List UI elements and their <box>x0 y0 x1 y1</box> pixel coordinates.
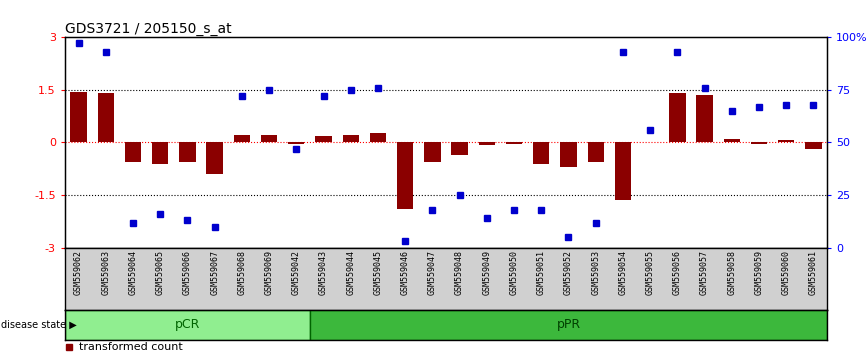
Bar <box>234 136 250 143</box>
Bar <box>724 139 740 143</box>
Bar <box>424 143 441 162</box>
Bar <box>288 143 305 144</box>
Bar <box>560 143 577 167</box>
Bar <box>696 95 713 143</box>
Bar <box>65 310 310 340</box>
Text: transformed count: transformed count <box>79 342 183 352</box>
Bar <box>479 143 495 145</box>
Bar <box>533 143 549 164</box>
Bar <box>206 143 223 174</box>
Bar <box>506 143 522 144</box>
Bar <box>152 143 168 164</box>
Bar <box>370 133 386 143</box>
Bar <box>587 143 604 162</box>
Text: pPR: pPR <box>556 318 580 331</box>
Text: GDS3721 / 205150_s_at: GDS3721 / 205150_s_at <box>65 22 231 36</box>
Bar <box>179 143 196 162</box>
Text: pCR: pCR <box>175 318 200 331</box>
Text: disease state ▶: disease state ▶ <box>1 320 76 330</box>
Bar <box>98 93 114 143</box>
Bar <box>125 143 141 162</box>
Bar <box>397 143 413 209</box>
Bar <box>669 93 686 143</box>
Bar <box>315 136 332 143</box>
Bar <box>70 92 87 143</box>
Bar <box>451 143 468 155</box>
Bar <box>343 135 359 143</box>
Bar <box>310 310 827 340</box>
Bar <box>778 140 794 143</box>
Bar <box>615 143 631 200</box>
Bar <box>751 143 767 144</box>
Bar <box>261 136 277 143</box>
Bar <box>805 143 822 149</box>
